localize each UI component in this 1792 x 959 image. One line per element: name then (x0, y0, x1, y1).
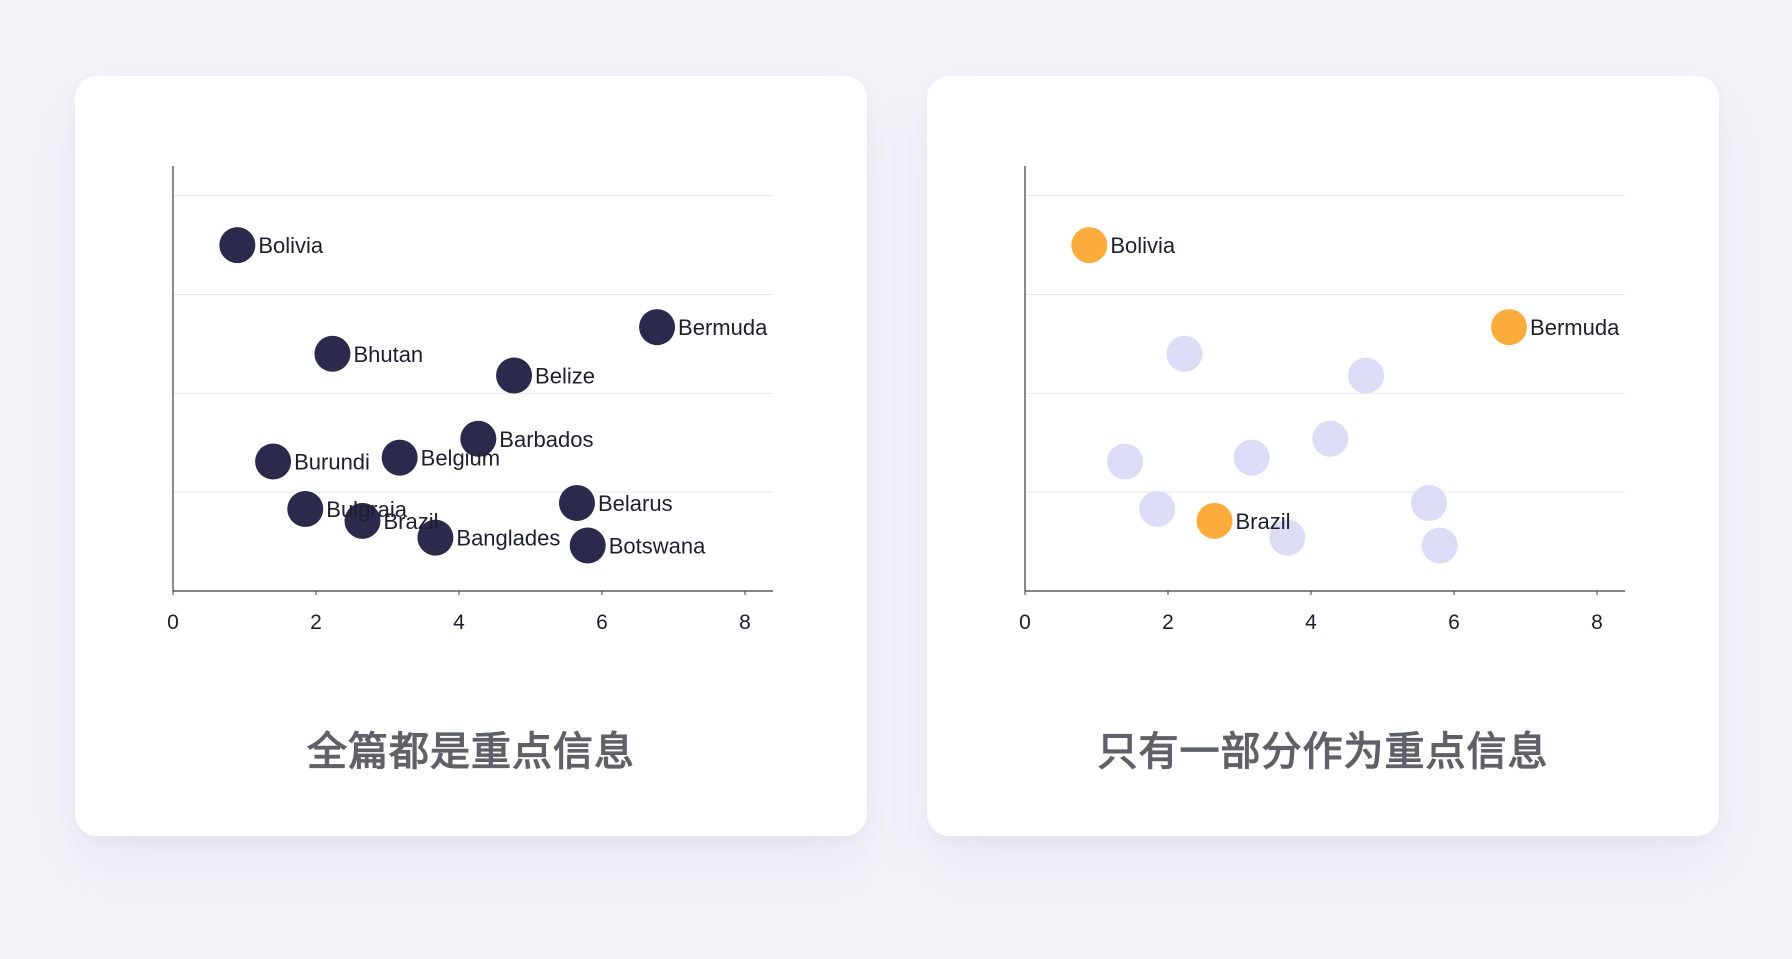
chart-caption: 全篇都是重点信息 (307, 730, 635, 774)
scatter-plot-partial-highlighted: 0 2 4 6 8 Bolivia Bermuda Brazil (1019, 166, 1625, 634)
data-point-label: Brazil (383, 509, 438, 534)
data-point (460, 420, 497, 457)
x-tick-label: 2 (1162, 611, 1174, 634)
data-point (219, 227, 256, 264)
x-tick-label: 2 (310, 611, 322, 634)
data-point-label: Burundi (294, 450, 370, 475)
data-point-label: Bhutan (353, 342, 423, 367)
data-point (287, 490, 324, 527)
data-point-label: Bolivia (258, 233, 324, 258)
x-tick-label: 4 (453, 611, 465, 634)
data-point (1491, 309, 1528, 346)
x-tick-label: 4 (1305, 611, 1317, 634)
data-point-label: Botswana (609, 534, 706, 559)
chart-card-partial-highlighted: 0 2 4 6 8 Bolivia Bermuda Brazil 只有一部分作为重点信息 (927, 76, 1719, 836)
data-point-label: Barbados (499, 427, 593, 452)
data-point-label: Brazil (1235, 509, 1290, 534)
x-tick-label: 6 (1448, 611, 1460, 634)
data-point-label: Belarus (598, 491, 673, 516)
data-point-label: Bermuda (678, 315, 768, 340)
data-point-muted (1312, 420, 1349, 457)
data-point-muted (1139, 490, 1176, 527)
data-point-muted (1348, 357, 1385, 394)
data-point (558, 485, 595, 522)
data-point-label: Bermuda (1530, 315, 1620, 340)
x-tick-label: 0 (167, 611, 179, 634)
data-point (1071, 227, 1108, 264)
data-point-label: Belgium (421, 446, 500, 471)
data-point (1196, 502, 1233, 539)
data-point (344, 502, 381, 539)
data-point-muted (1107, 443, 1144, 480)
data-point-muted (1233, 439, 1270, 476)
chart-card-all-highlighted: 0 2 4 6 8 Bolivia Bermuda Bhutan Belize Barbados B… (75, 76, 867, 836)
data-point (496, 357, 533, 394)
data-point-muted (1421, 527, 1458, 564)
data-point-label: Bolivia (1110, 233, 1176, 258)
chart-caption: 只有一部分作为重点信息 (1097, 730, 1549, 774)
data-point-muted (1166, 335, 1203, 372)
data-point-muted (1269, 519, 1306, 556)
data-point-label: Banglades (456, 526, 560, 551)
x-tick-label: 6 (596, 611, 608, 634)
data-point-muted (1410, 485, 1447, 522)
data-point (417, 519, 454, 556)
data-point (639, 309, 676, 346)
data-point-label: Bulgraia (326, 497, 407, 522)
data-point (569, 527, 606, 564)
data-point-label: Belize (535, 364, 595, 389)
data-point (314, 335, 351, 372)
data-point (255, 443, 292, 480)
data-point (381, 439, 418, 476)
x-tick-label: 8 (1591, 611, 1603, 634)
x-tick-label: 0 (1019, 611, 1031, 634)
x-tick-label: 8 (739, 611, 751, 634)
scatter-plot-all-highlighted: 0 2 4 6 8BoliviaBermudaBhutanBelizeBarbadosB… (167, 166, 773, 634)
